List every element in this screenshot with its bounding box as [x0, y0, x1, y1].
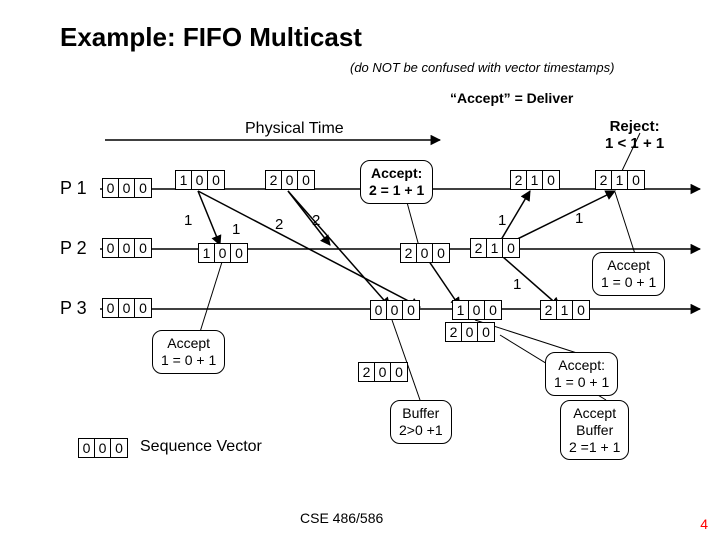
vector-cell: 0 — [503, 239, 519, 257]
sequence-vector: 200 — [445, 322, 495, 342]
vector-cell: 0 — [387, 301, 403, 319]
vector-cell: 2 — [511, 171, 527, 189]
vector-cell: 0 — [433, 244, 449, 262]
vector-cell: 0 — [103, 299, 119, 317]
vector-cell: 0 — [103, 179, 119, 197]
process-label-p2: P 2 — [60, 238, 87, 259]
vector-cell: 0 — [298, 171, 314, 189]
vector-cell: 1 — [612, 171, 628, 189]
sequence-vector: 000 — [102, 178, 152, 198]
physical-time-label: Physical Time — [245, 120, 344, 138]
vector-cell: 0 — [573, 301, 589, 319]
vector-cell: 0 — [111, 439, 127, 457]
vector-cell: 0 — [462, 323, 478, 341]
sequence-vector: 200 — [358, 362, 408, 382]
message-number: 1 — [232, 221, 240, 238]
vector-cell: 0 — [478, 323, 494, 341]
vector-cell: 0 — [119, 239, 135, 257]
sequence-vector: 210 — [595, 170, 645, 190]
sequence-vector: 200 — [400, 243, 450, 263]
vector-cell: 0 — [371, 301, 387, 319]
vector-cell: 2 — [596, 171, 612, 189]
vector-cell: 0 — [135, 239, 151, 257]
reject-label: Reject: 1 < 1 + 1 — [605, 118, 664, 152]
callout-bubble: Accept1 = 0 + 1 — [592, 252, 665, 296]
vector-cell: 0 — [192, 171, 208, 189]
vector-cell: 0 — [119, 179, 135, 197]
callout-bubble: Accept1 = 0 + 1 — [152, 330, 225, 374]
vector-cell: 0 — [282, 171, 298, 189]
vector-cell: 2 — [266, 171, 282, 189]
vector-cell: 0 — [543, 171, 559, 189]
sequence-vector: 000 — [78, 438, 128, 458]
vector-cell: 0 — [403, 301, 419, 319]
sequence-vector: 200 — [265, 170, 315, 190]
vector-cell: 2 — [541, 301, 557, 319]
process-label-p3: P 3 — [60, 298, 87, 319]
vector-cell: 1 — [527, 171, 543, 189]
callout-bubble: AcceptBuffer2 =1 + 1 — [560, 400, 629, 460]
vector-cell: 0 — [95, 439, 111, 457]
callout-bubble: Accept:1 = 0 + 1 — [545, 352, 618, 396]
vector-cell: 2 — [471, 239, 487, 257]
vector-cell: 0 — [215, 244, 231, 262]
vector-cell: 0 — [119, 299, 135, 317]
vector-cell: 2 — [446, 323, 462, 341]
slide-title: Example: FIFO Multicast — [60, 22, 362, 53]
sequence-vector: 210 — [470, 238, 520, 258]
vector-cell: 0 — [231, 244, 247, 262]
vector-cell: 0 — [208, 171, 224, 189]
vector-cell: 2 — [359, 363, 375, 381]
message-number: 2 — [312, 212, 320, 229]
sequence-vector: 100 — [175, 170, 225, 190]
message-number: 2 — [275, 216, 283, 233]
process-label-p1: P 1 — [60, 178, 87, 199]
sequence-vector: 000 — [102, 298, 152, 318]
vector-cell: 0 — [103, 239, 119, 257]
vector-cell: 0 — [135, 179, 151, 197]
footer-center: CSE 486/586 — [300, 510, 383, 526]
callout-bubble: Buffer2>0 +1 — [390, 400, 452, 444]
sequence-vector: 100 — [198, 243, 248, 263]
footer-page-number: 4 — [700, 516, 708, 532]
vector-cell: 0 — [628, 171, 644, 189]
accept-deliver-label: “Accept” = Deliver — [450, 90, 573, 106]
vector-cell: 1 — [453, 301, 469, 319]
message-number: 1 — [498, 212, 506, 229]
message-number: 1 — [513, 276, 521, 293]
message-number: 1 — [184, 212, 192, 229]
sequence-vector: 100 — [452, 300, 502, 320]
vector-cell: 0 — [135, 299, 151, 317]
vector-cell: 0 — [79, 439, 95, 457]
slide-subtitle: (do NOT be confused with vector timestam… — [350, 60, 614, 75]
vector-cell: 1 — [557, 301, 573, 319]
vector-cell: 0 — [469, 301, 485, 319]
vector-cell: 1 — [487, 239, 503, 257]
vector-cell: 0 — [417, 244, 433, 262]
sequence-vector: 000 — [102, 238, 152, 258]
legend-label: Sequence Vector — [140, 438, 262, 456]
sequence-vector: 210 — [540, 300, 590, 320]
vector-cell: 1 — [176, 171, 192, 189]
sequence-vector: 000 — [370, 300, 420, 320]
sequence-vector: 210 — [510, 170, 560, 190]
vector-cell: 2 — [401, 244, 417, 262]
vector-cell: 0 — [375, 363, 391, 381]
vector-cell: 0 — [391, 363, 407, 381]
callout-bubble: Accept:2 = 1 + 1 — [360, 160, 433, 204]
message-number: 1 — [575, 210, 583, 227]
vector-cell: 1 — [199, 244, 215, 262]
vector-cell: 0 — [485, 301, 501, 319]
